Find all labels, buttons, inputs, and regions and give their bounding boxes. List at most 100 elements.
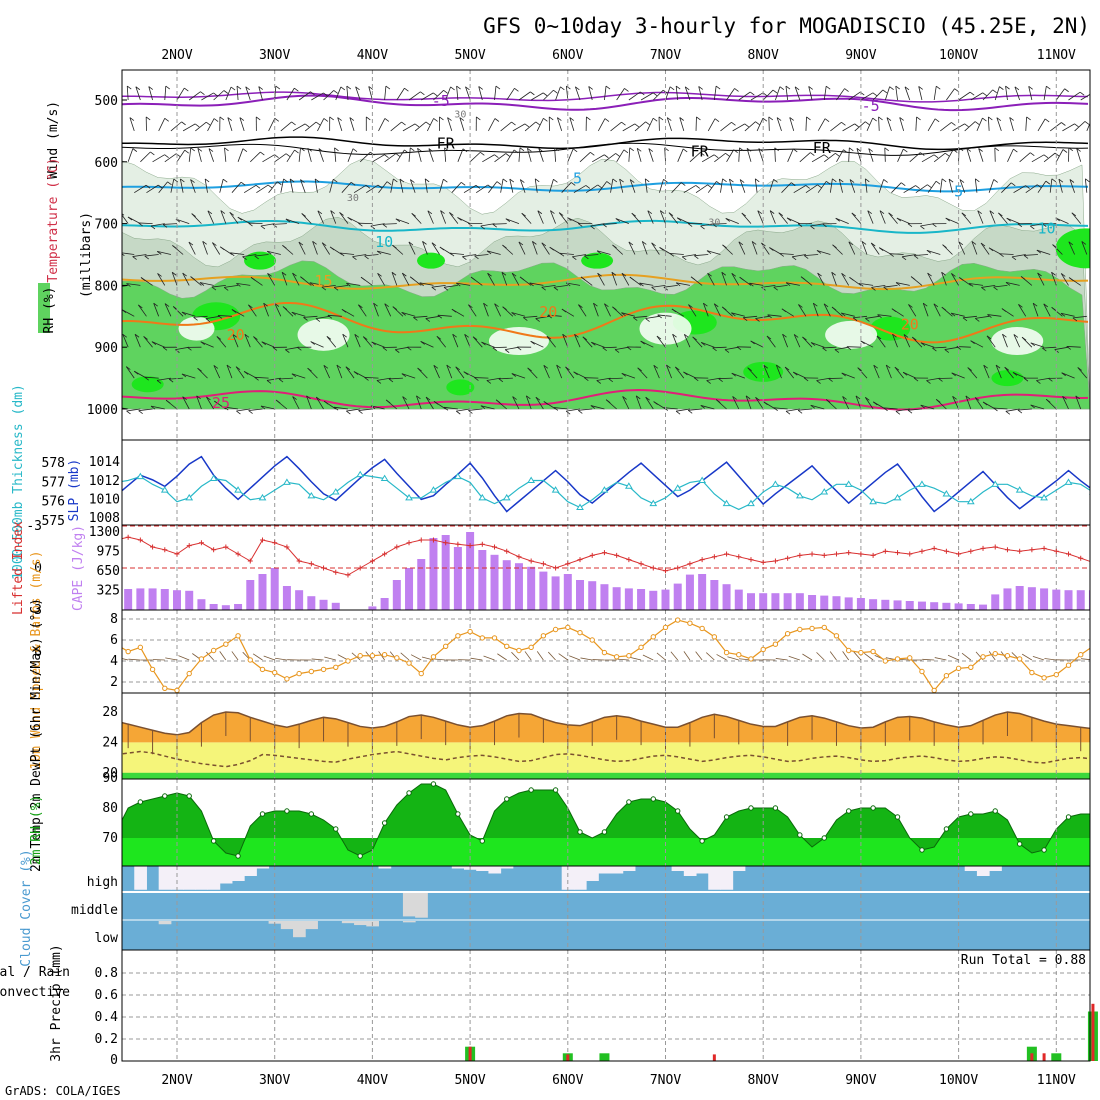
- wind-barb: [353, 184, 367, 194]
- thickness-marker: [1064, 478, 1073, 485]
- lifted-index-marker: [137, 537, 143, 543]
- date-tick-label: 7NOV: [650, 48, 681, 63]
- wind-barb: [976, 117, 983, 132]
- lifted-index-marker: [785, 555, 791, 561]
- wind-barb-flag: [126, 410, 131, 415]
- wind-barb-flag: [832, 244, 837, 249]
- wind-barb-flag: [645, 396, 650, 401]
- wind-barb-flag: [1014, 86, 1020, 91]
- wind-barb: [1069, 179, 1075, 193]
- wind-barb: [427, 210, 434, 224]
- wind-barb-flag: [226, 364, 232, 369]
- wind-barb: [391, 272, 398, 286]
- cape-bar: [136, 588, 145, 610]
- chart-title: GFS 0~10day 3-hourly for MOGADISCIO (45.…: [483, 14, 1090, 38]
- wind-barb-flag: [645, 121, 650, 126]
- wind-barb: [274, 153, 287, 163]
- wind-barb-flag: [666, 117, 672, 121]
- rh-marker: [430, 781, 437, 787]
- pressure-tick-label: 500: [95, 94, 118, 109]
- wind-barb-flag: [433, 92, 438, 97]
- thickness-marker: [234, 486, 242, 493]
- wind-barb: [217, 315, 232, 317]
- wind-barb-flag: [303, 317, 308, 321]
- wind-barb: [964, 121, 976, 132]
- rh-marker: [333, 826, 339, 832]
- wind-barb: [486, 377, 501, 381]
- wind-barb-flag: [758, 148, 763, 152]
- ylabel-slp: SLP (mb): [67, 459, 82, 522]
- wind-barb: [633, 315, 648, 319]
- wind-barb-flag: [935, 180, 941, 185]
- wind-barb-flag: [651, 286, 656, 291]
- wind-speed-marker: [198, 656, 205, 662]
- wind-barb: [688, 408, 703, 411]
- wind-barb-flag: [1062, 396, 1067, 400]
- wind-barb-flag: [958, 147, 964, 152]
- wind-barb: [656, 335, 666, 348]
- wind-barb: [641, 241, 648, 255]
- wind-barb-flag: [511, 312, 516, 316]
- wind-barb-flag: [944, 349, 950, 353]
- wind-barb-flag: [214, 400, 219, 405]
- wind-barb-flag: [392, 244, 397, 249]
- lifted-index-marker: [455, 541, 461, 547]
- surface-wind-barb: [629, 656, 642, 661]
- cape-bar: [160, 589, 169, 610]
- wind-barb: [509, 178, 514, 193]
- wind-speed-marker: [174, 687, 180, 693]
- wind-barb: [761, 285, 776, 288]
- wind-barb-flag: [425, 318, 430, 322]
- wind-barb: [213, 365, 221, 379]
- wind-barb: [204, 178, 208, 193]
- wind-barb-flag: [492, 223, 497, 228]
- wind-barb-flag: [1068, 277, 1074, 281]
- thickness-marker: [966, 497, 975, 505]
- wind-barb: [205, 315, 220, 320]
- surface-wind-barb: [128, 658, 141, 661]
- wind-barb: [547, 314, 562, 317]
- wind-barb-flag: [651, 242, 656, 247]
- wind-barb-flag: [260, 225, 266, 230]
- wind-barb: [511, 312, 526, 317]
- wind-barb: [853, 315, 868, 319]
- wind-barb-flag: [932, 347, 937, 352]
- wind-barb-flag: [1043, 303, 1048, 308]
- wind-speed-marker: [162, 685, 168, 691]
- wind-barb: [804, 254, 819, 256]
- wind-barb: [672, 334, 679, 348]
- temp-tick-label: 28: [102, 705, 118, 720]
- contour-label: 10: [1037, 220, 1055, 238]
- lifted-index-marker: [931, 545, 937, 551]
- rh-marker: [406, 790, 412, 796]
- wind-barb-flag: [645, 318, 650, 322]
- wind-barb: [362, 336, 373, 348]
- wind-barb-flag: [1054, 152, 1060, 157]
- wind-barb-flag: [1051, 178, 1057, 183]
- wind-barb: [285, 218, 300, 224]
- wind-barb-flag: [1071, 212, 1077, 217]
- wind-speed-marker: [589, 637, 595, 643]
- wind-barb: [920, 404, 935, 410]
- wind-barb-flag: [230, 252, 235, 257]
- wind-speed-marker: [784, 631, 791, 637]
- wind-barb-flag: [197, 367, 202, 372]
- wind-barb: [220, 210, 227, 224]
- wind-barb-flag: [590, 405, 596, 409]
- wind-barb: [615, 218, 630, 224]
- cape-bar: [1003, 588, 1012, 610]
- wind-speed-marker: [601, 649, 608, 656]
- wind-barb-flag: [449, 212, 454, 216]
- wind-barb: [401, 272, 410, 286]
- wind-barb: [469, 151, 481, 163]
- lifted-index-marker: [1041, 545, 1047, 551]
- thickness-marker: [258, 493, 267, 501]
- wind-barb-flag: [494, 154, 499, 159]
- wind-barb-flag: [823, 303, 829, 308]
- cape-bar: [991, 594, 1000, 610]
- wind-barb: [1025, 184, 1038, 194]
- wind-barb-flag: [546, 335, 552, 340]
- wind-barb-flag: [794, 86, 800, 91]
- ylabel-10m-wind: 10m Wind Speed & Barbs (m/s): [29, 550, 44, 769]
- wind-barb: [892, 334, 898, 348]
